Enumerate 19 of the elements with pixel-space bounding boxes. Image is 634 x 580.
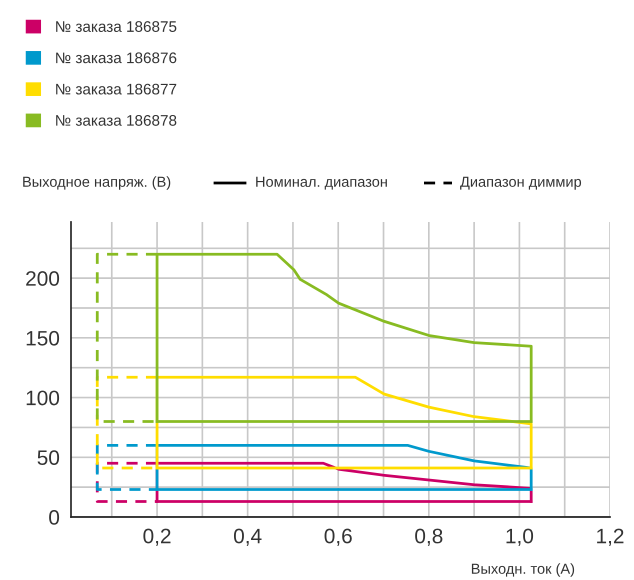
y-tick-label: 50 [38,450,60,466]
y-tick-label: 100 [26,390,60,406]
x-tick-label: 0,2 [143,528,170,546]
x-tick-label: 0,4 [234,528,262,546]
y-axis-title: Выходное напряж. (В) [23,176,170,190]
legend-label: № заказа 186876 [56,52,176,64]
y-tick-label: 200 [26,271,60,286]
x-axis-title: Выходн. ток (А) [472,563,574,577]
legend-label: № заказа 186875 [56,21,176,32]
text: Диапазон диммир [460,176,582,190]
x-tick-label: 1,0 [506,528,534,546]
x-tick-label: 0,8 [415,528,442,546]
text: Номинал. диапазон [256,176,387,190]
y-tick-label: 150 [26,330,60,346]
x-tick-label: 1,2 [597,528,624,546]
legend-label: № заказа 186877 [56,84,176,95]
y-tick-label: 0 [49,510,60,525]
x-tick-label: 0,6 [324,528,352,546]
legend-label: № заказа 186878 [56,114,176,126]
